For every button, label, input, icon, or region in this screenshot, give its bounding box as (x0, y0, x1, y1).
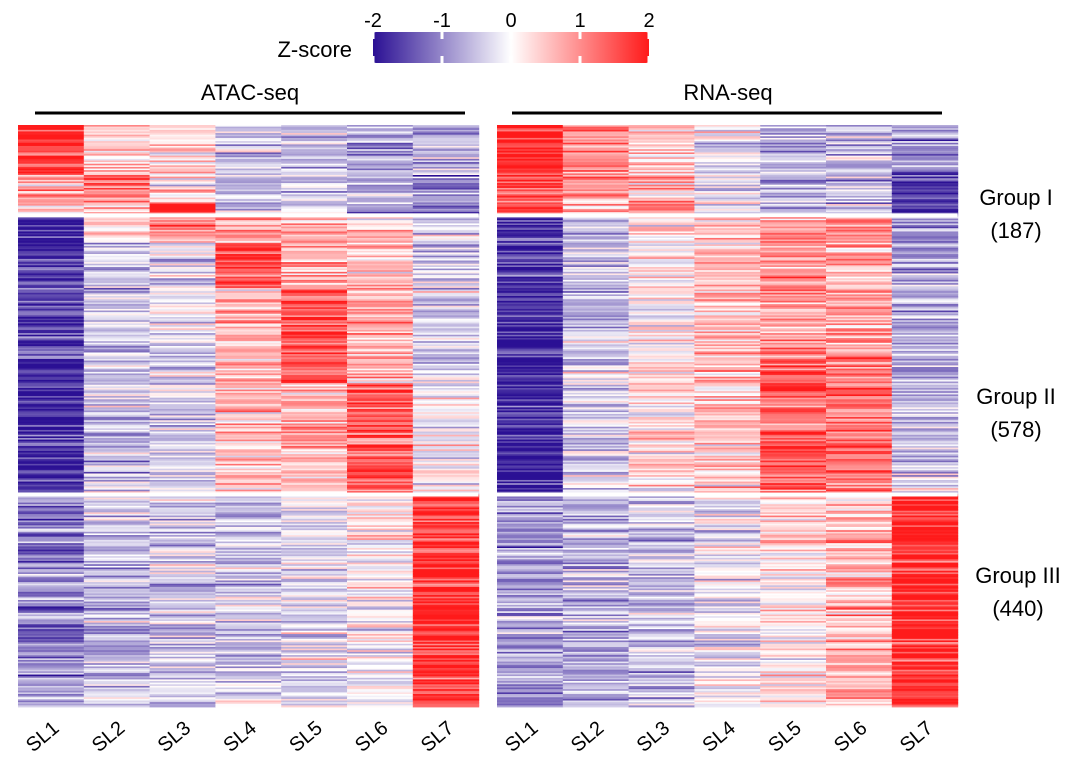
colorbar-tick-mark (510, 32, 513, 39)
heatmap-atac (18, 125, 479, 707)
colorbar-tick-label: 1 (574, 10, 585, 32)
colorbar-tick-label: 2 (643, 10, 654, 32)
colorbar-tick-mark (441, 32, 444, 39)
colorbar-tick-mark (648, 56, 651, 63)
colorbar-tick-label: 0 (505, 10, 516, 32)
heatmap-cell (281, 705, 347, 707)
heatmap-rna (497, 125, 958, 707)
heatmap-cell (18, 705, 84, 707)
colorbar: Z-score -2 -1 0 1 2 (277, 10, 654, 63)
panel-title-rna: RNA-seq (683, 80, 772, 105)
colorbar-tick-mark (372, 32, 375, 39)
heatmap-cell (84, 705, 150, 707)
colorbar-tick-mark (579, 56, 582, 63)
colorbar-tick-mark (372, 56, 375, 63)
colorbar-tick-label: -2 (364, 10, 382, 32)
panel-atac-header: ATAC-seq (35, 80, 465, 113)
colorbar-tick-mark (510, 56, 513, 63)
heatmap-cell (150, 705, 216, 707)
heatmap-cell (413, 705, 479, 707)
heatmap-cell (215, 705, 281, 707)
heatmap-cell (347, 705, 413, 707)
colorbar-title: Z-score (277, 37, 352, 62)
panel-rna-header: RNA-seq (512, 80, 942, 113)
colorbar-tick-label: -1 (433, 10, 451, 32)
colorbar-tick-mark (441, 56, 444, 63)
panel-title-atac: ATAC-seq (201, 80, 299, 105)
colorbar-tick-mark (648, 32, 651, 39)
colorbar-tick-mark (579, 32, 582, 39)
